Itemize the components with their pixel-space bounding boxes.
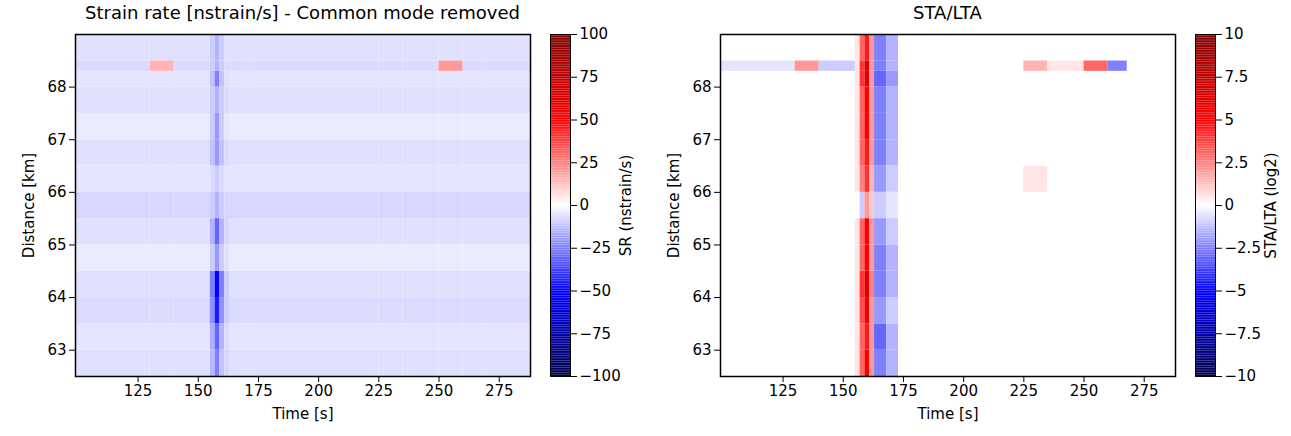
svg-text:−100: −100 xyxy=(580,367,621,385)
svg-text:150: 150 xyxy=(829,382,858,400)
svg-text:200: 200 xyxy=(304,382,333,400)
svg-text:0: 0 xyxy=(580,196,590,214)
svg-text:67: 67 xyxy=(47,131,66,149)
svg-text:225: 225 xyxy=(365,382,394,400)
svg-text:68: 68 xyxy=(47,78,66,96)
svg-text:225: 225 xyxy=(1010,382,1039,400)
svg-text:64: 64 xyxy=(47,288,66,306)
svg-text:67: 67 xyxy=(692,131,711,149)
svg-text:63: 63 xyxy=(692,341,711,359)
svg-text:250: 250 xyxy=(1070,382,1099,400)
svg-text:275: 275 xyxy=(1130,382,1159,400)
svg-text:64: 64 xyxy=(692,288,711,306)
svg-text:125: 125 xyxy=(769,382,798,400)
svg-text:2.5: 2.5 xyxy=(1225,154,1249,172)
svg-text:65: 65 xyxy=(692,236,711,254)
svg-text:100: 100 xyxy=(580,26,609,43)
svg-text:25: 25 xyxy=(580,154,599,172)
svg-text:10: 10 xyxy=(1225,26,1244,43)
svg-text:5: 5 xyxy=(1225,111,1235,129)
html-text:STA/LTA: STA/LTA xyxy=(913,2,982,23)
svg-text:−10: −10 xyxy=(1225,367,1257,385)
svg-text:66: 66 xyxy=(47,183,66,201)
svg-text:STA/LTA (log2): STA/LTA (log2) xyxy=(1262,152,1280,258)
svg-text:−25: −25 xyxy=(580,239,612,257)
svg-text:Time [s]: Time [s] xyxy=(917,405,979,423)
svg-text:−5: −5 xyxy=(1225,282,1247,300)
svg-text:63: 63 xyxy=(47,341,66,359)
svg-text:50: 50 xyxy=(580,111,599,129)
svg-text:SR (nstrain/s): SR (nstrain/s) xyxy=(617,155,635,257)
svg-text:175: 175 xyxy=(889,382,918,400)
svg-text:Distance [km]: Distance [km] xyxy=(20,153,38,258)
svg-text:200: 200 xyxy=(949,382,978,400)
svg-text:Distance [km]: Distance [km] xyxy=(665,153,683,258)
svg-text:−7.5: −7.5 xyxy=(1225,325,1261,343)
svg-text:−2.5: −2.5 xyxy=(1225,239,1261,257)
svg-text:7.5: 7.5 xyxy=(1225,68,1249,86)
svg-text:0: 0 xyxy=(1225,196,1235,214)
svg-text:75: 75 xyxy=(580,68,599,86)
svg-text:275: 275 xyxy=(485,382,514,400)
svg-text:125: 125 xyxy=(124,382,153,400)
svg-text:−50: −50 xyxy=(580,282,612,300)
svg-text:150: 150 xyxy=(184,382,213,400)
svg-text:66: 66 xyxy=(692,183,711,201)
svg-text:−75: −75 xyxy=(580,325,612,343)
svg-text:Time [s]: Time [s] xyxy=(272,405,334,423)
html-text:Strain rate [nstrain/s] - Comm: Strain rate [nstrain/s] - Common mode re… xyxy=(85,2,520,23)
svg-text:68: 68 xyxy=(692,78,711,96)
svg-text:250: 250 xyxy=(425,382,454,400)
svg-text:65: 65 xyxy=(47,236,66,254)
svg-text:175: 175 xyxy=(244,382,273,400)
